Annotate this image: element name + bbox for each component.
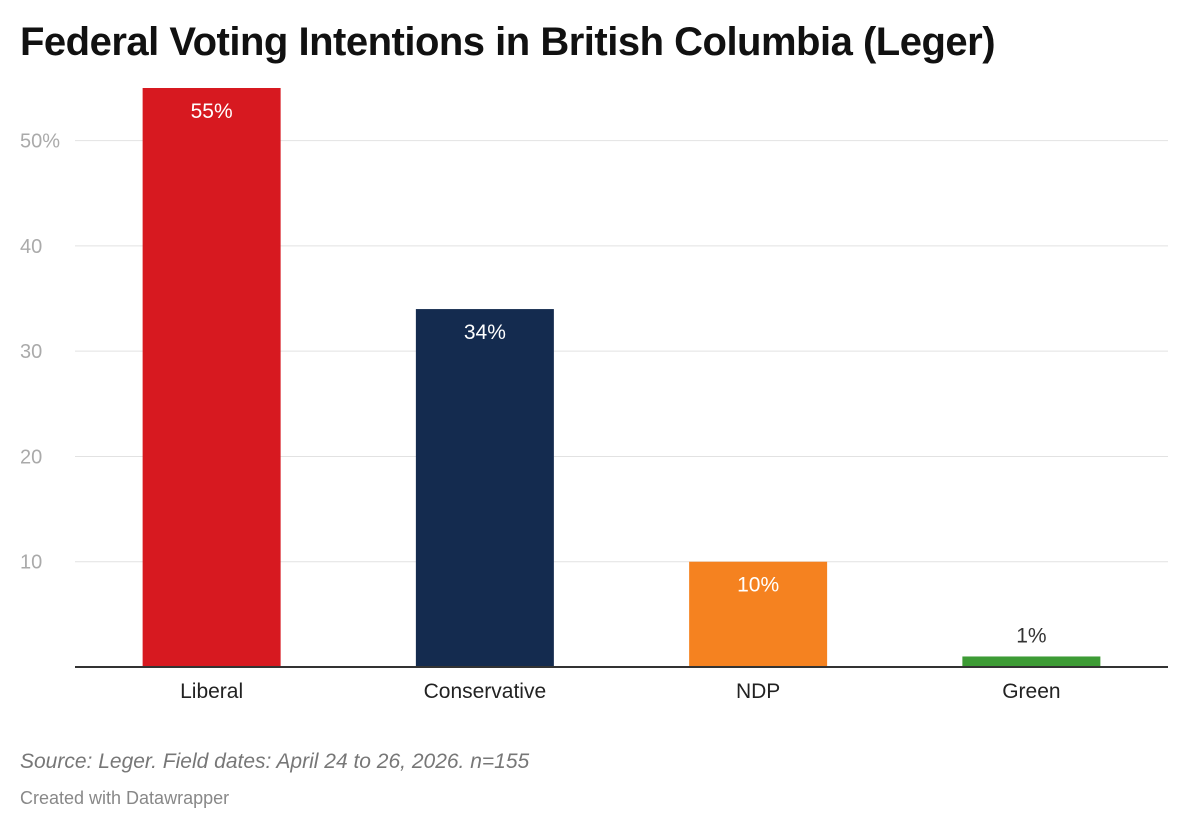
bar-ndp: [689, 561, 828, 667]
value-label-liberal: 55%: [191, 100, 233, 123]
bar-value-labels: 55% 34% 10% 1%: [191, 100, 1047, 647]
value-label-green: 1%: [1016, 624, 1046, 647]
y-tick-label: 20: [20, 446, 42, 468]
credit-note: Created with Datawrapper: [20, 788, 230, 808]
bars: [142, 88, 1101, 667]
bar-conservative: [415, 309, 554, 667]
source-note: Source: Leger. Field dates: April 24 to …: [20, 750, 530, 773]
y-tick-label: 10: [20, 552, 42, 574]
chart-title: Federal Voting Intentions in British Col…: [20, 20, 996, 64]
value-label-ndp: 10%: [737, 574, 779, 597]
y-axis-tick-labels: 10 20 30 40 50%: [20, 131, 60, 574]
bar-liberal: [142, 88, 281, 667]
y-tick-label: 40: [20, 236, 42, 258]
category-label-liberal: Liberal: [180, 680, 243, 703]
category-label-conservative: Conservative: [424, 680, 547, 703]
y-tick-label: 50%: [20, 131, 60, 153]
y-tick-label: 30: [20, 341, 42, 363]
category-label-green: Green: [1002, 680, 1060, 703]
bar-green: [962, 656, 1101, 667]
category-label-ndp: NDP: [736, 680, 780, 703]
x-axis-category-labels: Liberal Conservative NDP Green: [180, 680, 1060, 703]
value-label-conservative: 34%: [464, 321, 506, 344]
